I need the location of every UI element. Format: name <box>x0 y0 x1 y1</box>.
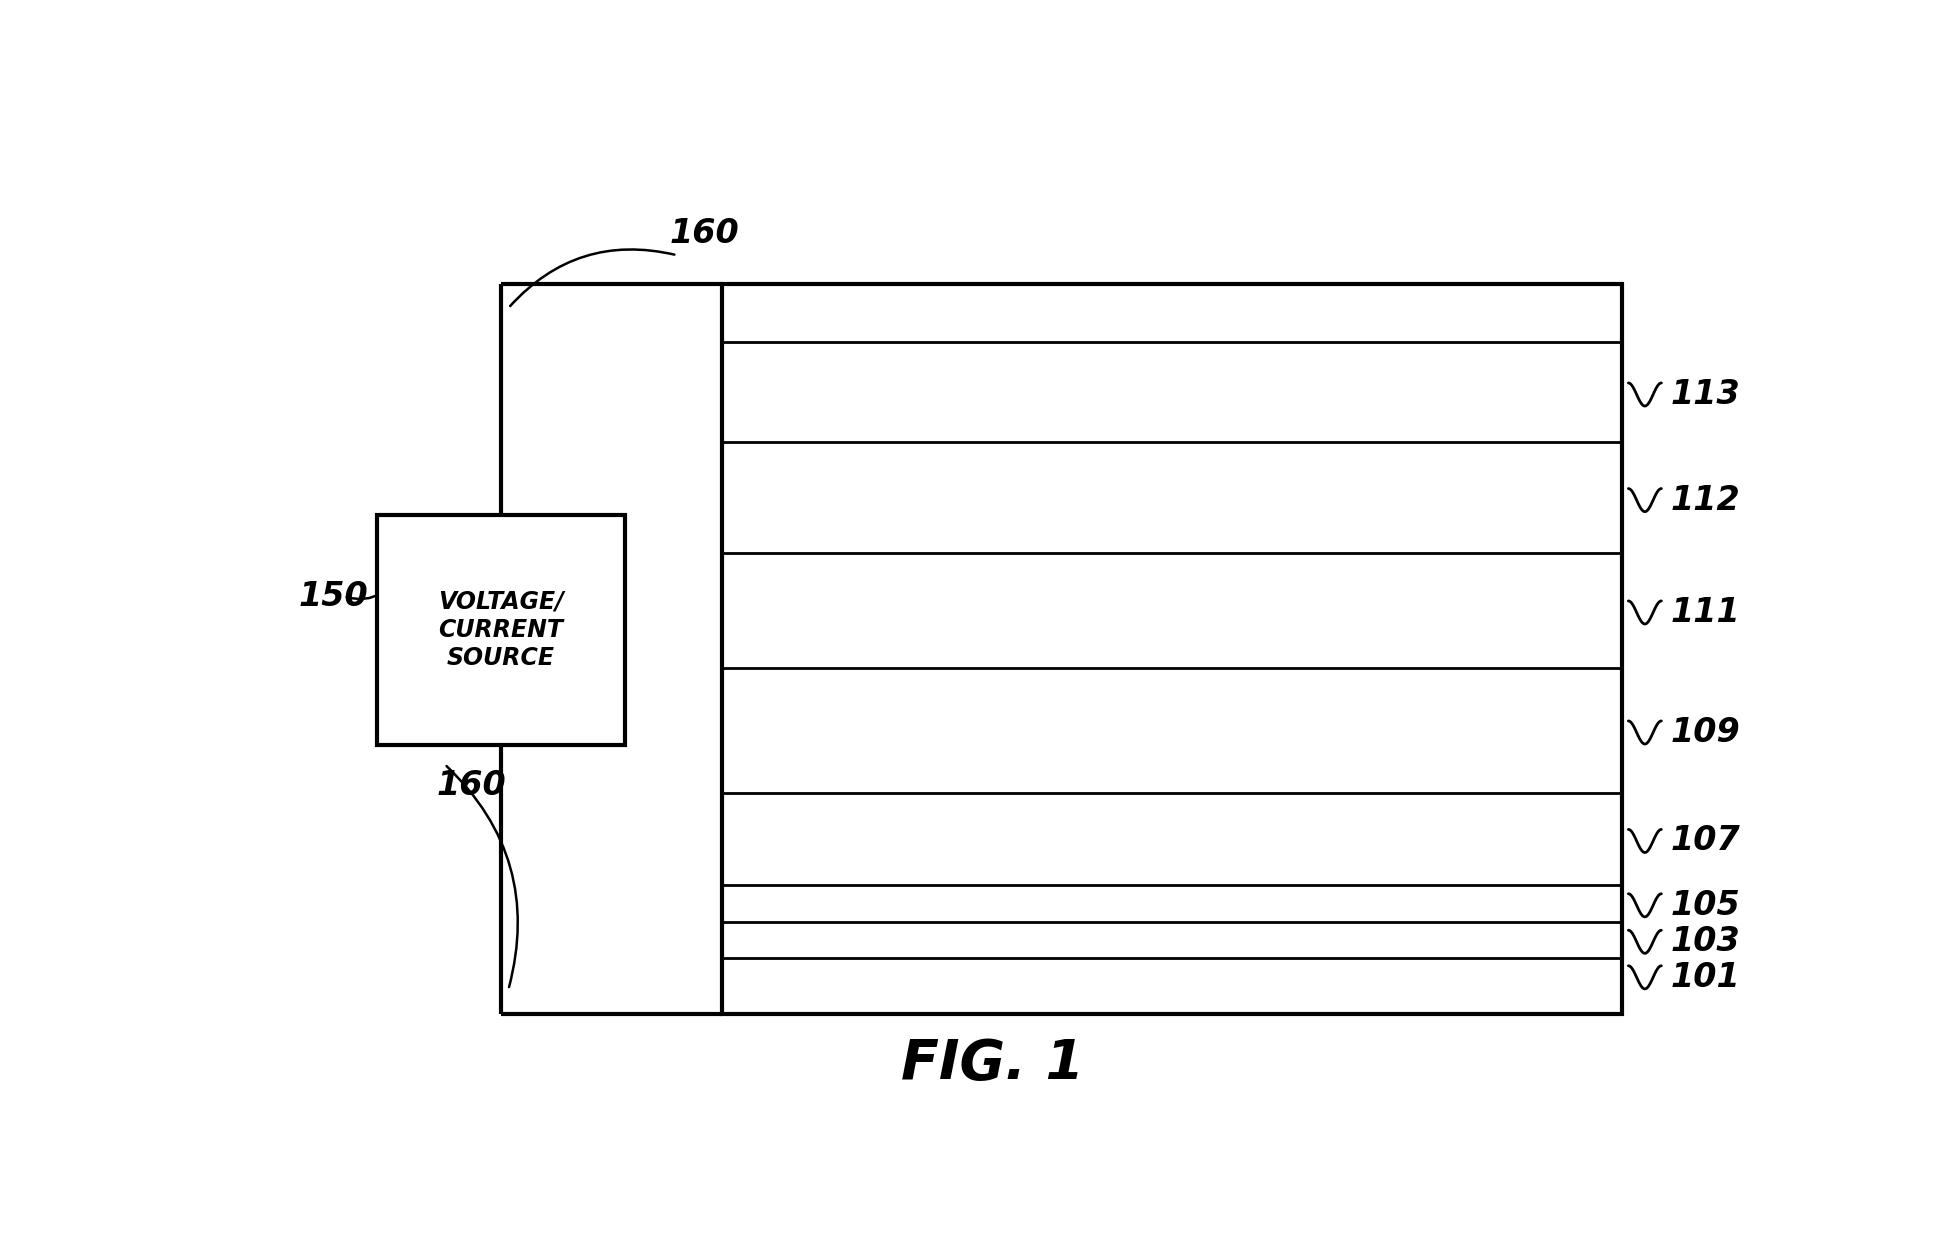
Text: 160: 160 <box>438 769 507 802</box>
Text: 105: 105 <box>1671 889 1740 922</box>
Text: 103: 103 <box>1671 925 1740 958</box>
Text: 160: 160 <box>670 217 740 251</box>
Text: 107: 107 <box>1671 824 1740 858</box>
Text: 109: 109 <box>1671 716 1740 749</box>
Text: 111: 111 <box>1671 596 1740 628</box>
Text: 150: 150 <box>298 580 368 612</box>
Text: 113: 113 <box>1671 378 1740 412</box>
Bar <box>722 284 1622 1014</box>
Text: 101: 101 <box>1671 961 1740 994</box>
Text: VOLTAGE/
CURRENT
SOURCE: VOLTAGE/ CURRENT SOURCE <box>438 590 563 670</box>
Text: FIG. 1: FIG. 1 <box>900 1036 1084 1091</box>
Bar <box>378 515 625 744</box>
Text: 112: 112 <box>1671 484 1740 516</box>
